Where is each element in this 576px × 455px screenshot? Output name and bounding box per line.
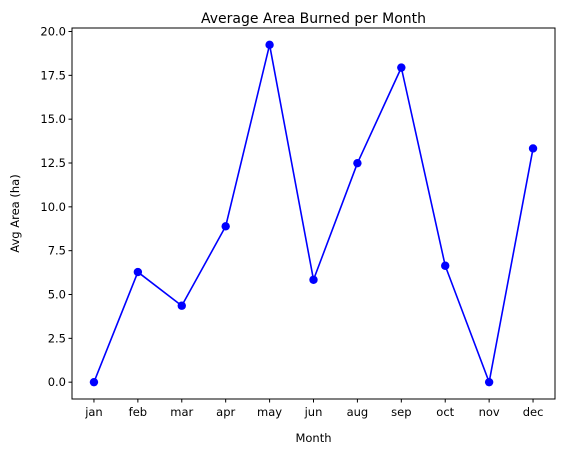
series-line (93, 44, 534, 383)
data-point-sep (397, 63, 406, 72)
y-tick-label: 20.0 (40, 25, 66, 39)
chart-title: Average Area Burned per Month (201, 11, 426, 27)
x-tick-label: nov (479, 405, 500, 419)
data-point-jan (89, 377, 99, 387)
y-tick-label: 2.5 (48, 331, 66, 345)
x-tick-label: feb (129, 405, 147, 419)
y-axis-label: Avg Area (ha) (8, 174, 22, 252)
x-tick-label: sep (391, 405, 411, 419)
x-tick-label: jan (84, 405, 103, 419)
y-tick-label: 7.5 (48, 244, 66, 258)
y-tick-label: 15.0 (40, 112, 66, 126)
y-axis: 0.0 2.5 5.0 7.5 10.0 12.5 15.0 17.5 20.0 (40, 25, 72, 389)
y-tick-label: 17.5 (40, 68, 66, 82)
y-tick-label: 12.5 (40, 156, 66, 170)
series-group (89, 40, 538, 387)
data-point-apr (221, 222, 230, 231)
x-tick-label: may (257, 405, 282, 419)
data-point-dec (528, 144, 538, 153)
data-point-may (265, 40, 274, 50)
x-axis-label: Month (295, 431, 331, 445)
x-axis: jan feb mar apr may jun aug sep oct nov dec (84, 399, 543, 419)
data-point-oct (441, 261, 450, 270)
x-tick-label: dec (523, 405, 544, 419)
y-tick-label: 5.0 (48, 288, 66, 302)
x-tick-label: jun (304, 405, 323, 419)
x-tick-label: oct (436, 405, 454, 419)
data-point-feb (133, 267, 143, 277)
plot-frame (71, 27, 556, 400)
y-tick-label: 0.0 (48, 375, 66, 389)
data-point-mar (177, 301, 186, 310)
data-point-jun (309, 275, 318, 284)
x-tick-label: apr (216, 405, 235, 419)
y-tick-label: 10.0 (40, 200, 66, 214)
x-tick-label: mar (170, 405, 193, 419)
data-point-aug (353, 158, 362, 168)
data-point-nov (484, 377, 494, 387)
plot-area (71, 27, 556, 400)
x-tick-label: aug (347, 405, 369, 419)
